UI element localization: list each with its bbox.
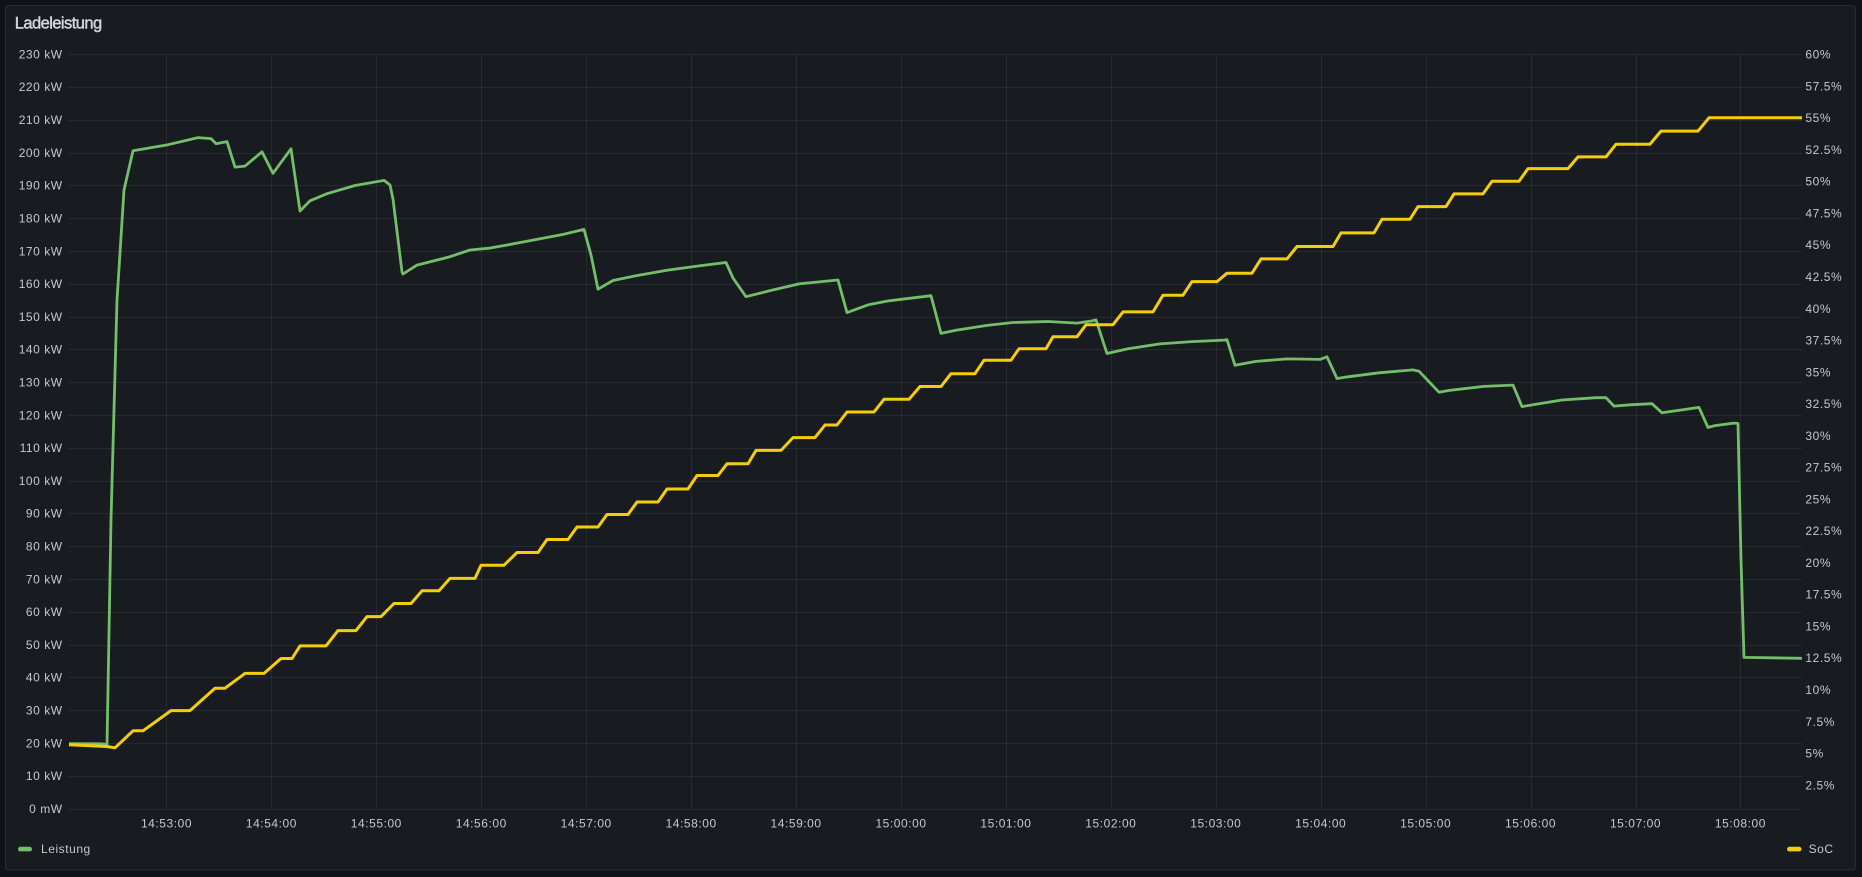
svg-text:140 kW: 140 kW bbox=[19, 343, 63, 357]
svg-text:57.5%: 57.5% bbox=[1805, 79, 1842, 93]
svg-text:30%: 30% bbox=[1805, 429, 1831, 443]
svg-text:50%: 50% bbox=[1805, 175, 1831, 189]
svg-text:45%: 45% bbox=[1805, 238, 1831, 252]
svg-text:80 kW: 80 kW bbox=[26, 539, 63, 553]
svg-text:120 kW: 120 kW bbox=[19, 408, 63, 422]
svg-text:15:01:00: 15:01:00 bbox=[980, 817, 1031, 831]
svg-text:190 kW: 190 kW bbox=[19, 179, 63, 193]
svg-text:40 kW: 40 kW bbox=[26, 671, 63, 685]
svg-text:0 mW: 0 mW bbox=[29, 802, 63, 816]
svg-text:220 kW: 220 kW bbox=[19, 80, 63, 94]
svg-text:15:06:00: 15:06:00 bbox=[1505, 817, 1556, 831]
svg-text:14:56:00: 14:56:00 bbox=[456, 817, 507, 831]
svg-text:37.5%: 37.5% bbox=[1805, 334, 1842, 348]
svg-text:12.5%: 12.5% bbox=[1805, 651, 1842, 665]
svg-text:130 kW: 130 kW bbox=[19, 375, 63, 389]
svg-text:60%: 60% bbox=[1805, 48, 1831, 62]
svg-text:14:55:00: 14:55:00 bbox=[351, 817, 402, 831]
svg-text:14:57:00: 14:57:00 bbox=[561, 817, 612, 831]
svg-text:70 kW: 70 kW bbox=[26, 572, 63, 586]
svg-text:Leistung: Leistung bbox=[41, 842, 91, 856]
svg-text:150 kW: 150 kW bbox=[19, 310, 63, 324]
svg-text:10 kW: 10 kW bbox=[26, 769, 63, 783]
svg-text:14:54:00: 14:54:00 bbox=[246, 817, 297, 831]
svg-text:180 kW: 180 kW bbox=[19, 211, 63, 225]
svg-text:47.5%: 47.5% bbox=[1805, 206, 1842, 220]
svg-text:14:58:00: 14:58:00 bbox=[666, 817, 717, 831]
svg-text:52.5%: 52.5% bbox=[1805, 143, 1842, 157]
svg-text:15:05:00: 15:05:00 bbox=[1400, 817, 1451, 831]
svg-text:42.5%: 42.5% bbox=[1805, 270, 1842, 284]
svg-text:Ladeleistung: Ladeleistung bbox=[15, 14, 102, 32]
svg-text:22.5%: 22.5% bbox=[1805, 524, 1842, 538]
svg-text:SoC: SoC bbox=[1809, 842, 1834, 856]
svg-text:15%: 15% bbox=[1805, 619, 1831, 633]
svg-text:32.5%: 32.5% bbox=[1805, 397, 1842, 411]
svg-text:25%: 25% bbox=[1805, 492, 1831, 506]
svg-text:7.5%: 7.5% bbox=[1805, 715, 1835, 729]
svg-text:100 kW: 100 kW bbox=[19, 474, 63, 488]
svg-text:210 kW: 210 kW bbox=[19, 113, 63, 127]
svg-text:40%: 40% bbox=[1805, 302, 1831, 316]
svg-text:17.5%: 17.5% bbox=[1805, 588, 1842, 602]
svg-text:110 kW: 110 kW bbox=[20, 441, 63, 455]
svg-text:170 kW: 170 kW bbox=[19, 244, 63, 258]
svg-text:200 kW: 200 kW bbox=[19, 146, 63, 160]
svg-text:30 kW: 30 kW bbox=[26, 703, 63, 717]
svg-text:14:59:00: 14:59:00 bbox=[771, 817, 822, 831]
svg-text:90 kW: 90 kW bbox=[26, 507, 63, 521]
svg-text:55%: 55% bbox=[1805, 111, 1831, 125]
svg-text:15:07:00: 15:07:00 bbox=[1610, 817, 1661, 831]
svg-text:50 kW: 50 kW bbox=[26, 638, 63, 652]
svg-text:160 kW: 160 kW bbox=[19, 277, 63, 291]
svg-text:15:02:00: 15:02:00 bbox=[1085, 817, 1136, 831]
svg-text:20 kW: 20 kW bbox=[26, 736, 63, 750]
svg-text:35%: 35% bbox=[1805, 365, 1831, 379]
svg-text:20%: 20% bbox=[1805, 556, 1831, 570]
svg-text:14:53:00: 14:53:00 bbox=[141, 817, 192, 831]
svg-text:10%: 10% bbox=[1805, 683, 1831, 697]
svg-text:60 kW: 60 kW bbox=[26, 605, 63, 619]
svg-text:230 kW: 230 kW bbox=[19, 47, 63, 61]
svg-text:5%: 5% bbox=[1805, 747, 1823, 761]
svg-text:27.5%: 27.5% bbox=[1805, 461, 1842, 475]
svg-text:15:08:00: 15:08:00 bbox=[1715, 817, 1766, 831]
svg-text:15:04:00: 15:04:00 bbox=[1295, 817, 1346, 831]
svg-text:15:00:00: 15:00:00 bbox=[875, 817, 926, 831]
svg-text:15:03:00: 15:03:00 bbox=[1190, 817, 1241, 831]
svg-text:2.5%: 2.5% bbox=[1805, 778, 1835, 792]
